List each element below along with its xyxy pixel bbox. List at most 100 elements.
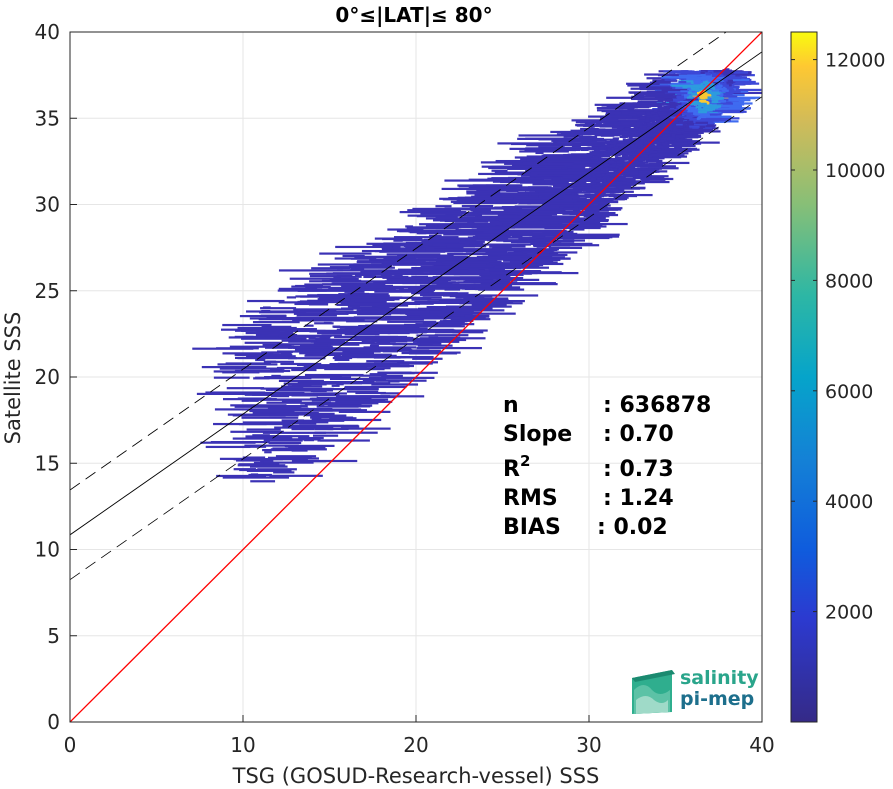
density-cell [222,352,274,355]
density-cell [309,275,348,278]
density-cell [288,346,329,349]
density-cell [501,193,529,196]
density-cell [496,278,540,281]
density-cell [399,230,443,233]
density-cell [721,72,727,75]
stat-slope-label: Slope [503,422,572,447]
density-cell [590,177,596,181]
density-cell [627,148,637,151]
density-cell [403,244,429,248]
density-cell [656,124,661,128]
density-cell [628,157,634,160]
density-cell [400,317,411,320]
density-cell [517,213,558,216]
density-cell [606,120,618,123]
density-cell [446,270,490,274]
density-cell [456,199,468,202]
density-cell [594,184,600,187]
density-cell [244,393,312,396]
density-cell [620,130,629,134]
density-cell [437,314,490,317]
density-cell [255,376,268,379]
density-cell [234,353,267,356]
density-cell [702,75,712,78]
density-cell [613,168,618,171]
density-cell [515,210,556,213]
density-cell [658,107,666,111]
density-cell [590,157,598,160]
density-cell [296,363,310,367]
density-cell [311,267,351,270]
density-cell [205,391,266,394]
density-cell [529,175,588,178]
density-cell [219,367,283,370]
density-cell [405,241,459,245]
density-cell [596,183,600,186]
density-cell [432,276,442,279]
density-cell [632,153,641,156]
density-cell [609,173,617,177]
density-cell [614,111,646,115]
density-cell [670,86,676,90]
density-cell [661,141,668,145]
density-cell [290,338,302,341]
density-cell [672,129,682,132]
density-cell [496,275,508,278]
density-cell [395,356,413,359]
density-cell [676,131,682,135]
density-cell [450,318,491,321]
density-cell [689,119,696,122]
density-cell [611,163,621,166]
density-cell [303,318,329,321]
density-cell [280,351,292,355]
density-cell [250,480,276,483]
density-cell [713,95,720,99]
density-cell [509,270,542,273]
density-cell [619,135,643,138]
density-cell [389,261,426,264]
density-cell [381,374,403,378]
density-cell [556,147,591,150]
density-cell [581,129,618,132]
density-cell [439,197,500,200]
density-cell [288,446,315,449]
density-cell [306,288,323,291]
density-cell [602,176,607,179]
density-cell [486,262,518,265]
density-cell [676,109,683,112]
density-cell [333,382,363,385]
density-cell [281,387,334,390]
density-cell [532,183,554,186]
density-cell [366,360,405,363]
density-cell [241,337,307,340]
density-cell [678,74,708,77]
density-cell [609,119,646,122]
stat-bias-label: BIAS [503,515,561,540]
density-cell [614,148,619,151]
density-cell [626,82,665,85]
density-cell [695,89,701,92]
density-cell [405,246,464,250]
colorbar-tick-label: 12000 [825,50,885,72]
density-cell [620,148,628,152]
density-cell [312,353,341,357]
density-cell [723,79,728,82]
density-cell [586,139,597,143]
density-cell [307,299,357,302]
density-cell [638,147,657,151]
density-cell [588,115,617,118]
density-cell [653,93,676,96]
density-cell [700,76,707,80]
density-cell [452,299,509,302]
density-cell [677,97,686,100]
density-cell [397,249,426,252]
density-cell [403,248,463,252]
density-cell [511,231,533,235]
density-cell [492,215,556,219]
density-cell [306,446,326,450]
density-cell [538,146,565,149]
density-cell [429,236,447,240]
density-cell [699,99,707,103]
density-cell [521,236,536,240]
